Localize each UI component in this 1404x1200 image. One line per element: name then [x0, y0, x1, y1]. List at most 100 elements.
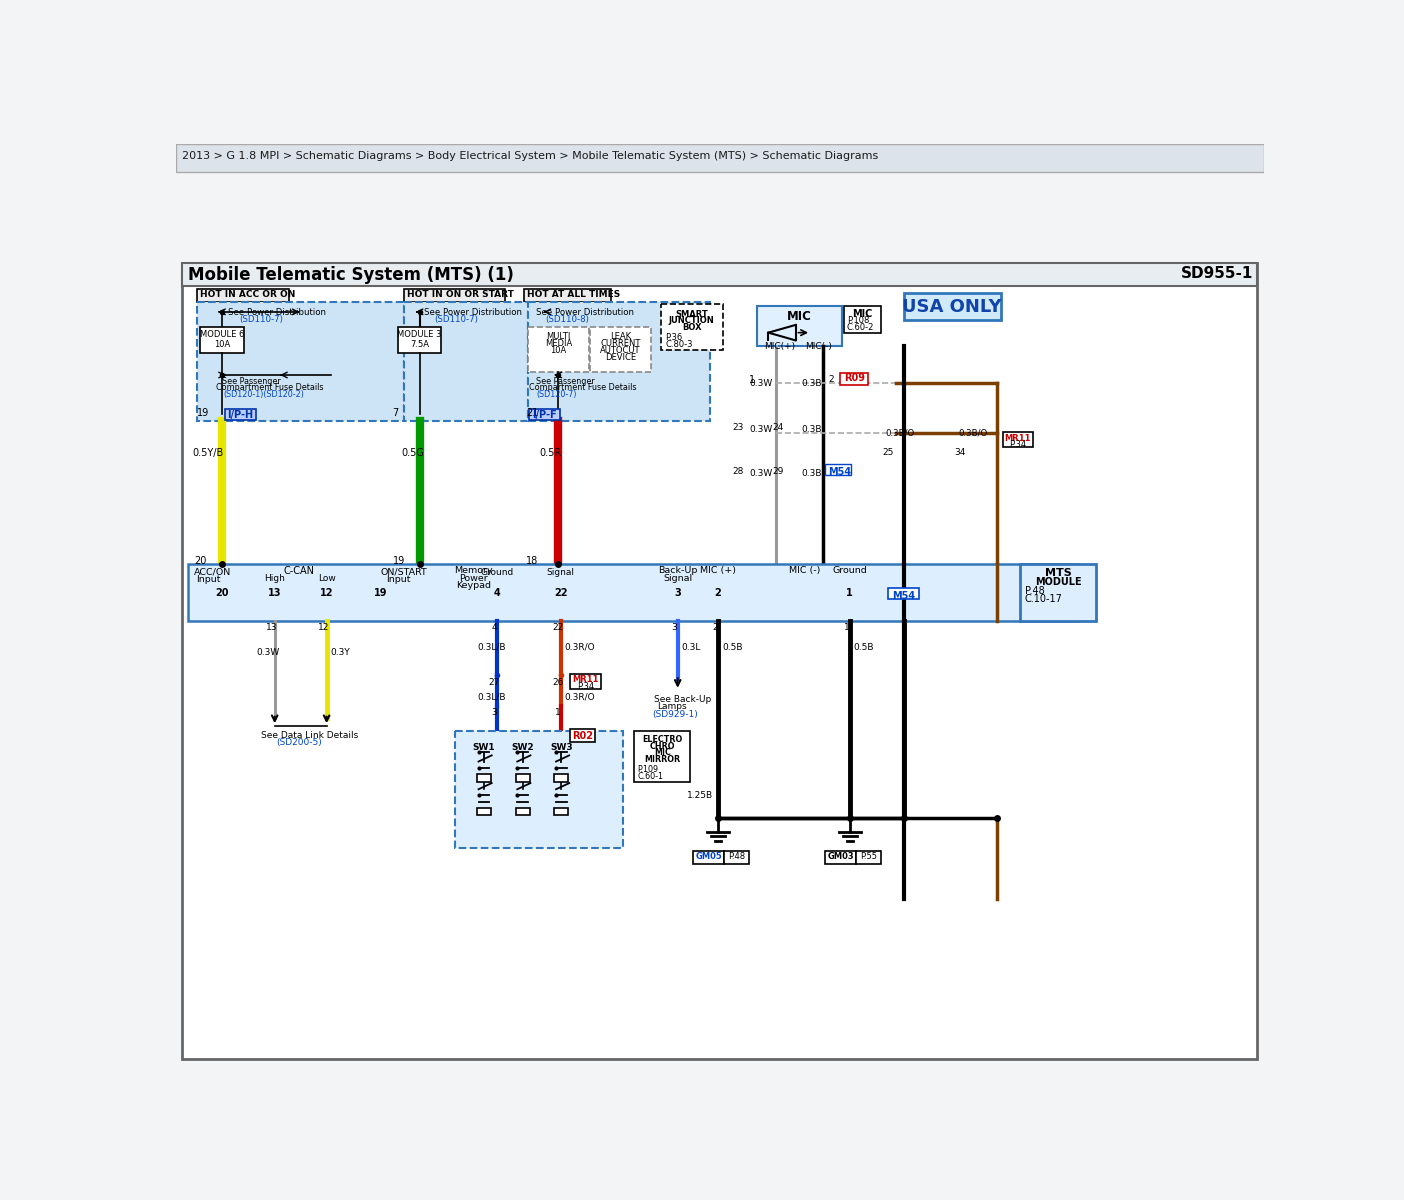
- Text: P.48: P.48: [729, 852, 746, 862]
- Text: LEAK: LEAK: [609, 332, 630, 341]
- Bar: [1004, 432, 1033, 448]
- Bar: [197, 302, 404, 421]
- Text: M54: M54: [828, 467, 851, 476]
- Text: P.36: P.36: [665, 334, 682, 342]
- Text: 12: 12: [317, 623, 329, 632]
- Text: (SD110-7): (SD110-7): [434, 314, 479, 324]
- Bar: [477, 808, 491, 816]
- Text: 22: 22: [552, 623, 563, 632]
- Text: (SD110-8): (SD110-8): [545, 314, 590, 324]
- Text: Input: Input: [197, 575, 220, 584]
- Text: 0.3R/O: 0.3R/O: [564, 692, 595, 701]
- Text: HOT AT ALL TIMES: HOT AT ALL TIMES: [528, 289, 621, 299]
- Text: 34: 34: [955, 448, 966, 457]
- Bar: [515, 808, 529, 816]
- Text: P.108: P.108: [847, 317, 869, 325]
- Bar: [528, 302, 710, 421]
- Text: P.55: P.55: [859, 852, 878, 862]
- Text: See Passenger: See Passenger: [222, 377, 281, 386]
- Text: I/P-F: I/P-F: [532, 409, 557, 420]
- Text: SW1: SW1: [473, 743, 496, 752]
- Bar: [176, 144, 1264, 172]
- Text: MR11: MR11: [573, 676, 598, 684]
- Text: 1.25B: 1.25B: [687, 791, 713, 800]
- Text: 0.5B: 0.5B: [854, 643, 875, 652]
- Text: 18: 18: [526, 557, 538, 566]
- Text: 0.3L: 0.3L: [681, 643, 701, 652]
- Text: SW3: SW3: [550, 743, 573, 752]
- Text: (SD929-1): (SD929-1): [651, 710, 698, 719]
- Text: AUTOCUT: AUTOCUT: [600, 346, 640, 355]
- Text: See Data Link Details: See Data Link Details: [261, 731, 358, 739]
- Text: 0.3R/O: 0.3R/O: [564, 643, 595, 652]
- Text: Back-Up: Back-Up: [658, 566, 698, 575]
- Text: See Back-Up: See Back-Up: [654, 695, 712, 703]
- Bar: [757, 306, 842, 346]
- Text: Mobile Telematic System (MTS) (1): Mobile Telematic System (MTS) (1): [188, 265, 514, 283]
- Text: C.60-1: C.60-1: [637, 772, 664, 780]
- Text: 0.3L/B: 0.3L/B: [477, 692, 507, 701]
- Text: 0.3L/B: 0.3L/B: [477, 643, 507, 652]
- Text: MODULE 3: MODULE 3: [397, 330, 442, 340]
- Text: 22: 22: [555, 588, 567, 598]
- Text: MEDIA: MEDIA: [545, 338, 571, 348]
- Text: MIC: MIC: [852, 308, 872, 319]
- Bar: [397, 328, 441, 354]
- Text: Ground: Ground: [480, 569, 514, 577]
- Text: C.60-2: C.60-2: [847, 324, 875, 332]
- Text: C-CAN: C-CAN: [284, 566, 314, 576]
- Text: SW2: SW2: [511, 743, 534, 752]
- Text: 19: 19: [197, 408, 209, 419]
- Text: 25: 25: [882, 448, 894, 457]
- Bar: [515, 774, 529, 781]
- Text: Signal: Signal: [546, 569, 574, 577]
- Text: 12: 12: [320, 588, 333, 598]
- Text: 1: 1: [844, 623, 849, 632]
- Text: R02: R02: [571, 731, 592, 740]
- Bar: [201, 328, 244, 354]
- Text: DEVICE: DEVICE: [605, 353, 636, 361]
- Text: 0.3W: 0.3W: [748, 425, 772, 434]
- Bar: [826, 464, 851, 475]
- Text: 0.5R: 0.5R: [539, 448, 562, 458]
- Bar: [841, 373, 868, 385]
- Text: 10A: 10A: [213, 340, 230, 349]
- Text: (SD200-5): (SD200-5): [277, 738, 322, 748]
- Text: ON/START: ON/START: [380, 568, 428, 576]
- Text: R09: R09: [844, 373, 865, 384]
- Bar: [856, 851, 880, 864]
- Text: P.34: P.34: [577, 683, 594, 691]
- Bar: [570, 673, 601, 689]
- Text: HOT IN ACC OR ON: HOT IN ACC OR ON: [201, 289, 296, 299]
- Text: 29: 29: [772, 467, 783, 475]
- Bar: [1021, 564, 1097, 622]
- Text: 2: 2: [715, 588, 722, 598]
- Text: MODULE 6: MODULE 6: [199, 330, 244, 340]
- Bar: [188, 564, 1078, 622]
- Text: 28: 28: [731, 467, 743, 475]
- Bar: [225, 409, 256, 420]
- Bar: [529, 409, 560, 420]
- Text: 20: 20: [215, 588, 229, 598]
- Text: Keypad: Keypad: [456, 581, 491, 590]
- Text: 1: 1: [555, 708, 560, 716]
- Text: (SD120-1)(SD120-2): (SD120-1)(SD120-2): [223, 390, 305, 398]
- Text: MIC (+): MIC (+): [701, 566, 736, 575]
- Text: BOX: BOX: [682, 324, 702, 332]
- Text: 26: 26: [552, 678, 563, 688]
- Bar: [724, 851, 748, 864]
- Text: 10A: 10A: [550, 346, 566, 355]
- Text: 19: 19: [393, 557, 404, 566]
- Text: P.48: P.48: [1025, 586, 1045, 596]
- Text: 0.5Y/B: 0.5Y/B: [192, 448, 223, 458]
- Text: 2: 2: [712, 623, 717, 632]
- Text: Lamps: Lamps: [657, 702, 687, 712]
- Text: MIC(+): MIC(+): [765, 342, 796, 350]
- Text: 0.3W: 0.3W: [748, 469, 772, 478]
- Text: 19: 19: [373, 588, 388, 598]
- Text: 24: 24: [772, 422, 783, 432]
- Bar: [181, 263, 1258, 1058]
- Text: I/P-H: I/P-H: [227, 409, 254, 420]
- Text: 4: 4: [491, 623, 497, 632]
- Text: MULTI: MULTI: [546, 332, 570, 341]
